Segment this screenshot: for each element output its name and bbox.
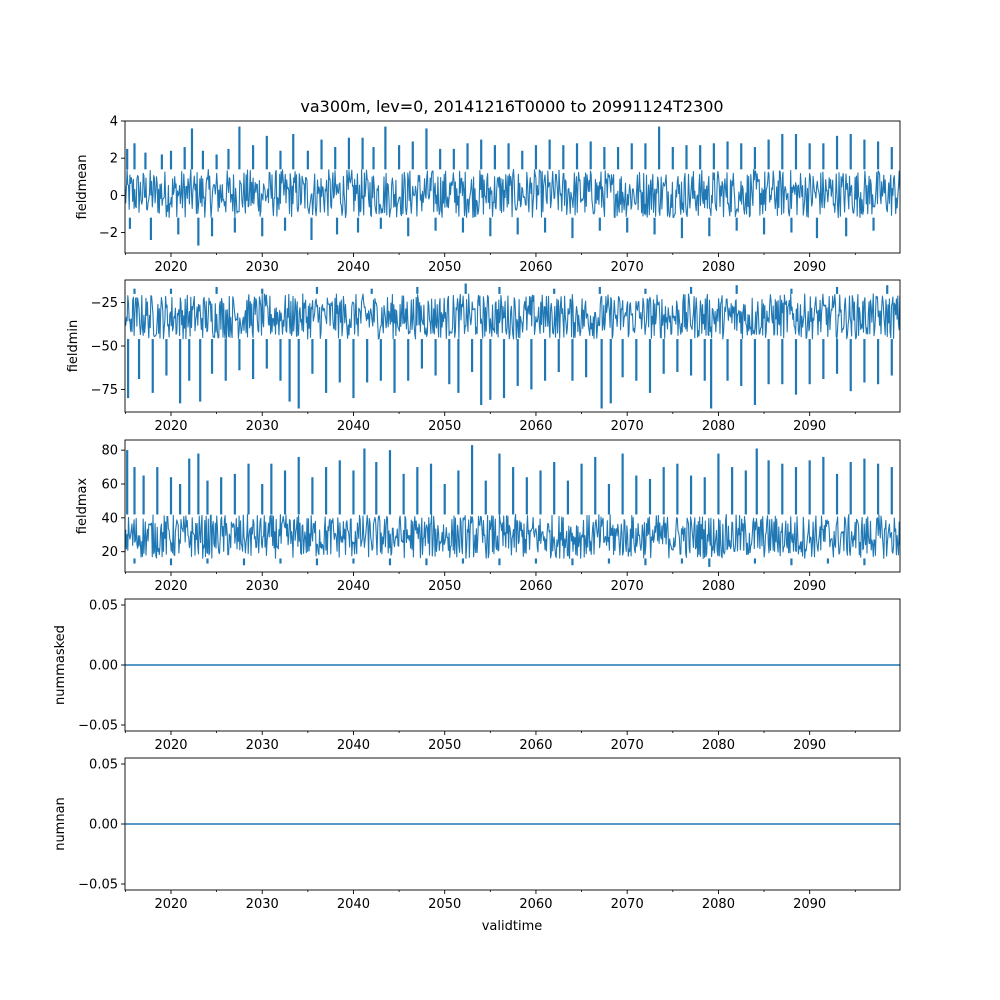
y-tick-label: 0.05 <box>89 599 118 614</box>
x-tick-label: 2090 <box>793 579 826 594</box>
x-tick-label: 2020 <box>154 260 187 275</box>
y-tick-label: −2 <box>99 226 118 241</box>
chart-title: va300m, lev=0, 20141216T0000 to 20991124… <box>300 97 723 116</box>
y-axis-label-fieldmax: fieldmax <box>75 478 90 535</box>
axes-frame-fieldmean <box>124 120 901 254</box>
x-tick-label: 2030 <box>246 897 279 912</box>
subplot-nummasked: −0.05 0.00 0.05 2020 2030 2040 2050 2060 2070 208… <box>53 599 901 753</box>
x-tick-label: 2040 <box>337 738 370 753</box>
x-tick-label: 2080 <box>702 738 735 753</box>
x-tick-label: 2050 <box>428 260 461 275</box>
x-tick-label: 2070 <box>611 260 644 275</box>
y-tick-label: 80 <box>101 444 118 459</box>
x-tick-label: 2060 <box>519 579 552 594</box>
x-tick-label: 2080 <box>702 260 735 275</box>
x-tick-label: 2050 <box>428 579 461 594</box>
x-tick-label: 2040 <box>337 897 370 912</box>
subplot-fieldmin: −75 −50 −25 2020 2030 2040 2050 2060 2070 2080 209… <box>66 279 901 434</box>
x-tick-label: 2080 <box>702 897 735 912</box>
y-tick-label: −0.05 <box>78 719 118 734</box>
y-tick-label: 0 <box>110 189 118 204</box>
x-tick-label: 2050 <box>428 897 461 912</box>
x-tick-label: 2060 <box>519 897 552 912</box>
x-tick-label: 2070 <box>611 897 644 912</box>
y-tick-label: −0.05 <box>78 878 118 893</box>
x-tick-label: 2040 <box>337 260 370 275</box>
x-tick-label: 2030 <box>246 419 279 434</box>
y-tick-label: 0.05 <box>89 758 118 773</box>
y-tick-label: −75 <box>91 383 118 398</box>
y-axis-label-fieldmin: fieldmin <box>66 320 81 373</box>
x-tick-label: 2050 <box>428 738 461 753</box>
x-tick-label: 2070 <box>611 579 644 594</box>
x-tick-label: 2080 <box>702 579 735 594</box>
y-axis-label-numnan: numnan <box>53 797 68 851</box>
y-tick-label: 2 <box>110 152 118 167</box>
x-tick-label: 2090 <box>793 419 826 434</box>
y-tick-label: −25 <box>91 296 118 311</box>
x-tick-label: 2050 <box>428 419 461 434</box>
series-line <box>125 168 900 219</box>
x-tick-label: 2060 <box>519 260 552 275</box>
x-tick-label: 2020 <box>154 579 187 594</box>
subplot-numnan: −0.05 0.00 0.05 2020 2030 2040 2050 2060 2070 208… <box>53 758 901 912</box>
x-tick-label: 2070 <box>611 419 644 434</box>
x-tick-label: 2030 <box>246 260 279 275</box>
x-tick-label: 2060 <box>519 738 552 753</box>
plot-area-fieldmean <box>125 126 900 246</box>
y-axis-label-nummasked: nummasked <box>53 625 68 705</box>
x-tick-label: 2060 <box>519 419 552 434</box>
x-tick-label: 2020 <box>154 419 187 434</box>
x-tick-label: 2030 <box>246 738 279 753</box>
y-axis-label-fieldmean: fieldmean <box>75 155 90 220</box>
x-tick-label: 2080 <box>702 419 735 434</box>
x-tick-label: 2070 <box>611 738 644 753</box>
y-tick-label: −50 <box>91 340 118 355</box>
x-axis-label: validtime <box>482 919 543 934</box>
y-tick-label: 20 <box>101 545 118 560</box>
y-tick-label: 0.00 <box>89 659 118 674</box>
x-tick-label: 2040 <box>337 579 370 594</box>
x-tick-label: 2090 <box>793 738 826 753</box>
series-line <box>125 513 900 559</box>
x-tick-label: 2020 <box>154 897 187 912</box>
subplot-fieldmean: −2 0 2 4 2020 2030 2040 2050 2060 2070 2080 2090 fie… <box>75 115 901 275</box>
x-tick-label: 2020 <box>154 738 187 753</box>
axes-frame-fieldmax <box>124 439 901 573</box>
x-tick-label: 2040 <box>337 419 370 434</box>
y-tick-label: 0.00 <box>89 818 118 833</box>
x-tick-label: 2030 <box>246 579 279 594</box>
plot-area-fieldmax <box>125 445 900 567</box>
x-tick-label: 2090 <box>793 897 826 912</box>
y-tick-label: 60 <box>101 478 118 493</box>
x-tick-label: 2090 <box>793 260 826 275</box>
y-tick-label: 40 <box>101 511 118 526</box>
y-tick-label: 4 <box>110 115 118 130</box>
series-line <box>125 293 900 340</box>
plot-area-fieldmin <box>125 283 900 409</box>
